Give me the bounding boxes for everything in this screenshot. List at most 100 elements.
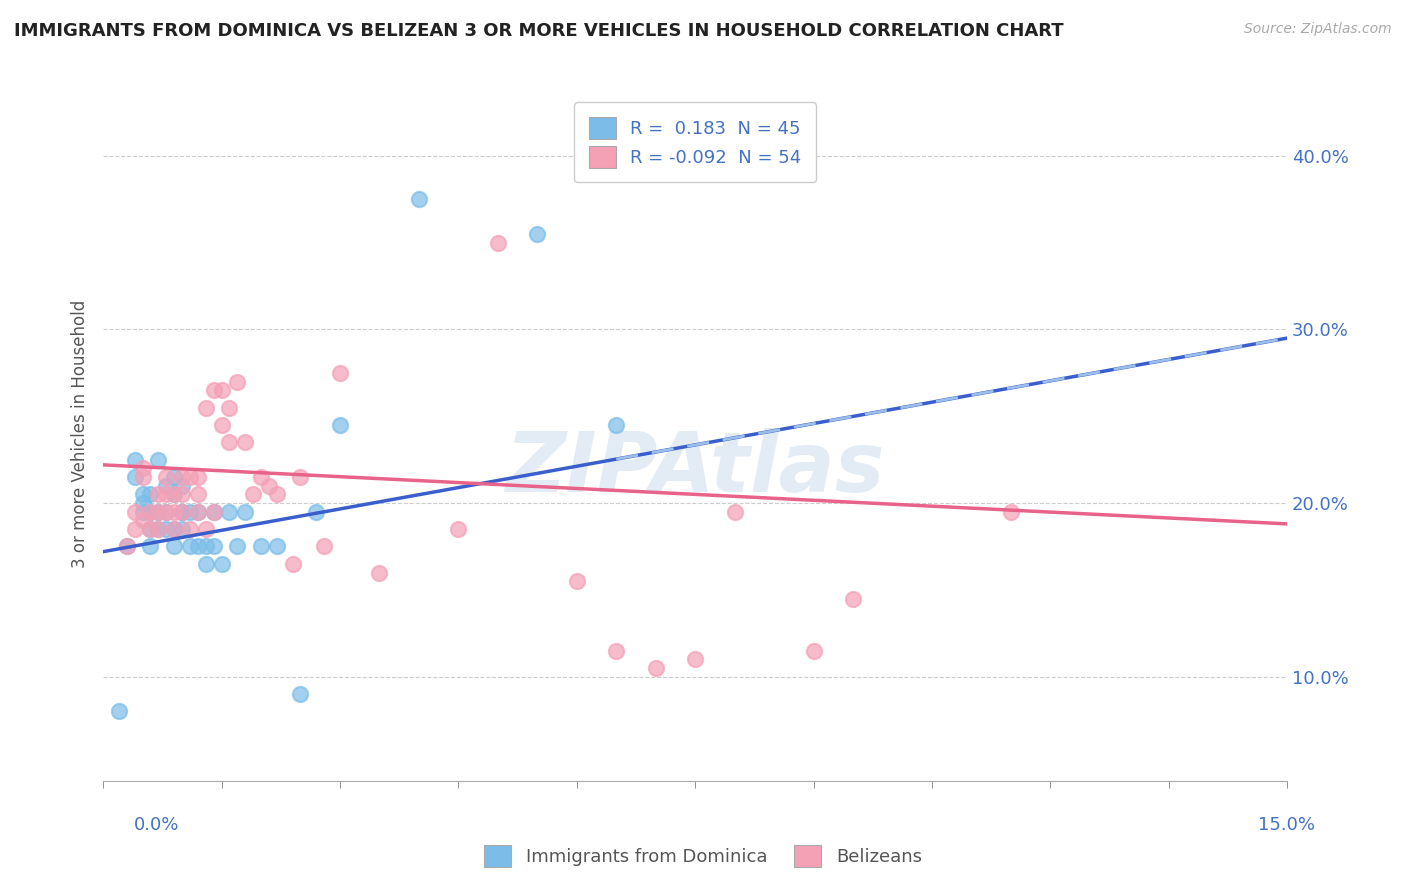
Point	[170, 505, 193, 519]
Point	[218, 505, 240, 519]
Point	[329, 417, 352, 432]
Point	[281, 557, 304, 571]
Point	[124, 522, 146, 536]
Point	[124, 505, 146, 519]
Point	[124, 470, 146, 484]
Point	[131, 496, 153, 510]
Point	[202, 505, 225, 519]
Point	[187, 470, 209, 484]
Point	[170, 505, 193, 519]
Text: 0.0%: 0.0%	[134, 816, 179, 834]
Point	[131, 513, 153, 527]
Text: ZIPAtlas: ZIPAtlas	[505, 428, 884, 508]
Point	[139, 505, 162, 519]
Point	[131, 461, 153, 475]
Point	[139, 505, 162, 519]
Point	[233, 505, 256, 519]
Point	[148, 487, 170, 501]
Point	[211, 417, 233, 432]
Point	[115, 540, 138, 554]
Point	[565, 574, 588, 589]
Point	[155, 487, 177, 501]
Point	[163, 522, 186, 536]
Point	[226, 540, 249, 554]
Point	[155, 505, 177, 519]
Point	[148, 522, 170, 536]
Point	[644, 661, 666, 675]
Point	[250, 470, 273, 484]
Point	[179, 522, 201, 536]
Y-axis label: 3 or more Vehicles in Household: 3 or more Vehicles in Household	[72, 300, 89, 567]
Point	[290, 687, 312, 701]
Point	[842, 591, 865, 606]
Point	[148, 505, 170, 519]
Text: IMMIGRANTS FROM DOMINICA VS BELIZEAN 3 OR MORE VEHICLES IN HOUSEHOLD CORRELATION: IMMIGRANTS FROM DOMINICA VS BELIZEAN 3 O…	[14, 22, 1064, 40]
Point	[447, 522, 470, 536]
Point	[148, 505, 170, 519]
Point	[218, 435, 240, 450]
Legend: Immigrants from Dominica, Belizeans: Immigrants from Dominica, Belizeans	[477, 838, 929, 874]
Point	[1000, 505, 1022, 519]
Point	[139, 522, 162, 536]
Point	[683, 652, 706, 666]
Point	[139, 487, 162, 501]
Point	[605, 643, 627, 657]
Point	[211, 557, 233, 571]
Point	[723, 505, 745, 519]
Point	[250, 540, 273, 554]
Point	[242, 487, 264, 501]
Point	[187, 487, 209, 501]
Point	[266, 540, 288, 554]
Point	[202, 540, 225, 554]
Point	[179, 505, 201, 519]
Point	[131, 487, 153, 501]
Point	[124, 452, 146, 467]
Point	[194, 401, 217, 415]
Point	[155, 479, 177, 493]
Point	[194, 557, 217, 571]
Point	[148, 452, 170, 467]
Point	[163, 470, 186, 484]
Point	[115, 540, 138, 554]
Legend: R =  0.183  N = 45, R = -0.092  N = 54: R = 0.183 N = 45, R = -0.092 N = 54	[574, 103, 815, 183]
Point	[408, 192, 430, 206]
Point	[163, 540, 186, 554]
Point	[226, 375, 249, 389]
Point	[163, 522, 186, 536]
Point	[170, 470, 193, 484]
Point	[314, 540, 336, 554]
Point	[329, 366, 352, 380]
Point	[170, 522, 193, 536]
Text: 15.0%: 15.0%	[1257, 816, 1315, 834]
Point	[305, 505, 328, 519]
Point	[131, 470, 153, 484]
Point	[163, 487, 186, 501]
Point	[202, 505, 225, 519]
Point	[108, 705, 131, 719]
Point	[179, 540, 201, 554]
Point	[211, 383, 233, 397]
Point	[803, 643, 825, 657]
Point	[139, 522, 162, 536]
Point	[194, 540, 217, 554]
Point	[187, 505, 209, 519]
Point	[170, 479, 193, 493]
Point	[194, 522, 217, 536]
Point	[148, 522, 170, 536]
Point	[233, 435, 256, 450]
Point	[290, 470, 312, 484]
Point	[266, 487, 288, 501]
Point	[257, 479, 280, 493]
Point	[131, 505, 153, 519]
Point	[170, 487, 193, 501]
Point	[187, 540, 209, 554]
Point	[368, 566, 391, 580]
Point	[187, 505, 209, 519]
Point	[155, 522, 177, 536]
Point	[202, 383, 225, 397]
Point	[218, 401, 240, 415]
Point	[179, 470, 201, 484]
Point	[163, 505, 186, 519]
Point	[170, 505, 193, 519]
Point	[605, 417, 627, 432]
